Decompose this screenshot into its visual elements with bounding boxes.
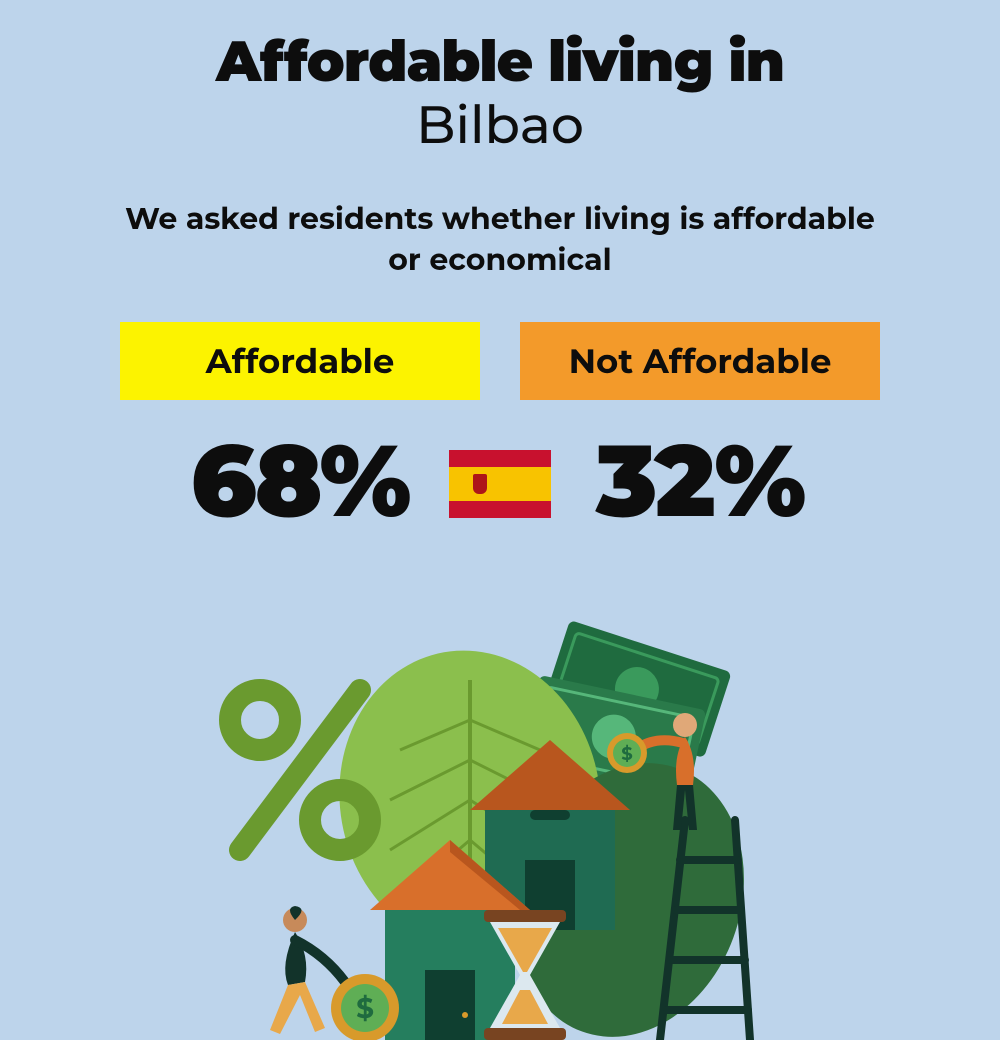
stats-row: Affordable 68% Not Affordable 32% bbox=[0, 322, 1000, 542]
stat-not-affordable-label: Not Affordable bbox=[520, 322, 880, 400]
stat-not-affordable-value: 32% bbox=[596, 420, 804, 542]
flag-stripe bbox=[449, 450, 551, 467]
subtitle: We asked residents whether living is aff… bbox=[0, 199, 1000, 280]
spain-flag-icon bbox=[449, 450, 551, 518]
svg-text:$: $ bbox=[621, 743, 632, 765]
stat-affordable-label: Affordable bbox=[120, 322, 480, 400]
flag-stripe bbox=[449, 501, 551, 518]
affordability-illustration: $ $ bbox=[190, 620, 810, 1040]
flag-crest bbox=[473, 474, 487, 494]
stat-affordable: Affordable 68% bbox=[120, 322, 480, 542]
svg-text:$: $ bbox=[356, 992, 374, 1026]
title-line1: Affordable living in bbox=[0, 28, 1000, 96]
stat-affordable-value: 68% bbox=[191, 420, 410, 542]
person-coin-icon: $ bbox=[270, 906, 399, 1040]
flag-stripe bbox=[449, 467, 551, 501]
title-line2: Bilbao bbox=[0, 94, 1000, 157]
stat-not-affordable: Not Affordable 32% bbox=[520, 322, 880, 542]
